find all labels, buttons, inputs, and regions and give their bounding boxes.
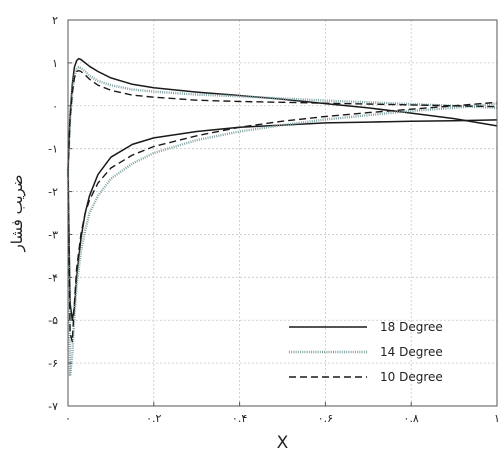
series-line-1-1 [66,102,498,378]
series-line-1-0 [66,66,498,171]
series-line-2-1 [67,101,498,343]
ticks: ۰ ۰.۲ ۰.۴ ۰.۶ ۰.۸ ۱ ۲ ۱ ۰ -۱ -۲ -۳ -۴ -۵ -۶ -۷ [48,14,500,425]
y-tick-label: ۰ [52,100,58,113]
legend-label-0: 18 Degree [380,320,443,334]
series-line-2-0 [67,69,498,171]
y-tick-label: -۲ [48,186,58,199]
x-axis-title: X [277,433,289,453]
legend-label-1: 14 Degree [380,345,443,359]
y-tick-label: ۱ [52,57,58,70]
series-layer [66,57,498,378]
y-tick-label: -۷ [48,400,58,413]
y-tick-label: ۲ [52,14,58,27]
x-tick-label: ۰.۶ [318,412,333,425]
y-tick-label: -۵ [48,314,58,327]
x-tick-label: ۰.۸ [404,412,419,425]
series-line-0-1 [67,119,498,321]
legend: 18 Degree 14 Degree 10 Degree [289,320,443,384]
y-axis-title: ضریب فشار [8,174,26,252]
legend-label-2: 10 Degree [380,370,443,384]
y-tick-label: -۱ [48,143,58,156]
y-tick-label: -۴ [48,271,58,284]
x-tick-label: ۰ [65,412,71,425]
x-tick-label: ۱ [494,412,500,425]
y-tick-label: -۳ [48,228,58,241]
series-line-0-0 [67,57,498,171]
x-tick-label: ۰.۴ [232,412,247,425]
y-tick-label: -۶ [48,357,58,370]
plot-frame [67,19,498,407]
x-tick-label: ۰.۲ [146,412,161,425]
